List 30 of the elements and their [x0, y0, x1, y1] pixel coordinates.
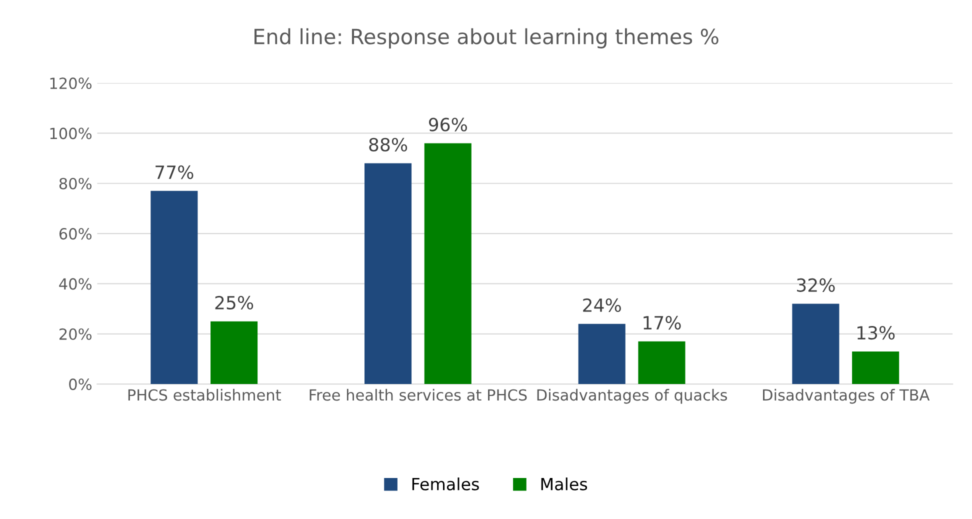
bar	[424, 143, 472, 384]
data-label: 24%	[583, 298, 621, 312]
y-tick-label: 60%	[59, 228, 92, 240]
data-label: 17%	[644, 316, 681, 330]
x-tick-label: Disadvantages of TBA	[763, 388, 930, 404]
y-tick-label: 120%	[50, 78, 92, 90]
bar	[578, 324, 626, 384]
y-tick-label: 0%	[69, 378, 92, 390]
data-label: 77%	[156, 165, 194, 180]
bar	[852, 351, 900, 384]
y-tick-label: 20%	[60, 328, 92, 340]
bar	[210, 321, 258, 384]
x-tick-label: Free health services at PHCS	[310, 388, 527, 401]
data-label: 96%	[428, 118, 467, 132]
bar	[638, 341, 686, 384]
x-tick-label: PHCS establishment	[128, 388, 281, 401]
y-tick-label: 40%	[59, 278, 92, 290]
data-label: 32%	[797, 278, 835, 292]
x-tick-label: Disadvantages of quacks	[537, 388, 728, 404]
bar	[792, 304, 840, 384]
y-tick-label: 100%	[50, 128, 92, 140]
chart-title: End line: Response about learning themes %	[254, 28, 718, 48]
legend-label: Males	[541, 477, 588, 490]
bar	[364, 163, 412, 384]
legend-label: Females	[412, 477, 479, 490]
data-label: 25%	[215, 296, 254, 310]
bar	[150, 190, 198, 384]
data-label: 88%	[369, 138, 408, 152]
y-tick-label: 80%	[59, 178, 92, 190]
data-label: 13%	[857, 326, 895, 340]
